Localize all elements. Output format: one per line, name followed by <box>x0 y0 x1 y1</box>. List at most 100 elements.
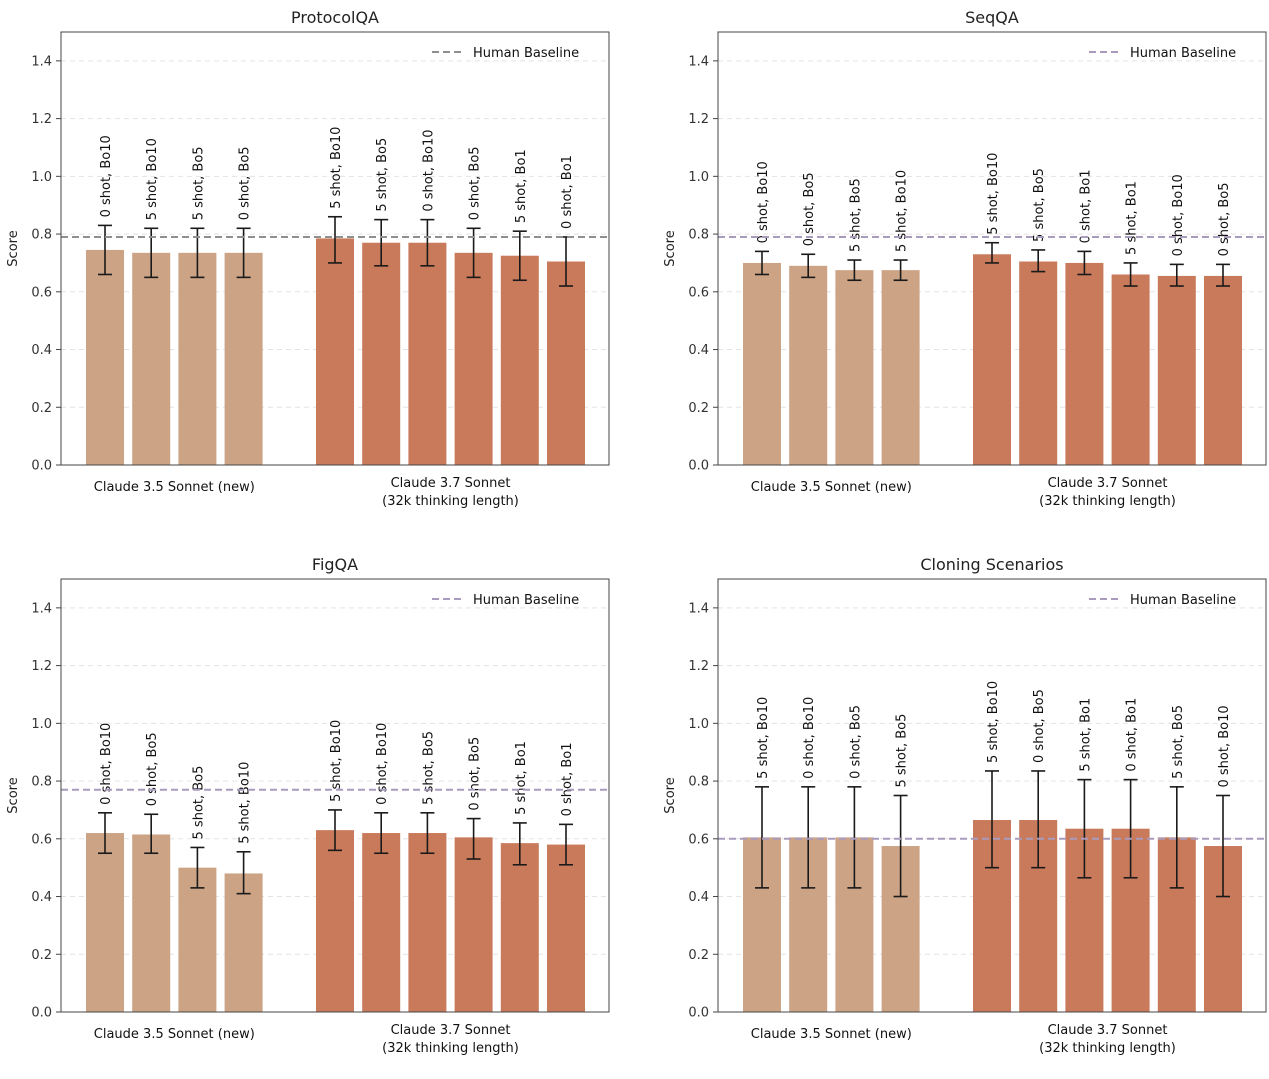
bar <box>316 238 354 465</box>
bar-label: 0 shot, Bo10 <box>99 135 114 217</box>
bar <box>132 252 171 465</box>
bar <box>1065 262 1104 465</box>
bar-label: 0 shot, Bo1 <box>560 155 575 229</box>
bar-label: 5 shot, Bo5 <box>421 731 436 805</box>
y-tick-label: 1.2 <box>688 659 709 674</box>
plot-frame <box>60 578 610 1013</box>
chart-panel-figqa: FigQA 0.0 0.2 0.4 0.6 0.8 1.0 1.2 1.4 Score 0 shot… <box>0 547 634 1079</box>
bar <box>362 242 401 465</box>
y-tick-label: 0.6 <box>688 832 709 847</box>
y-tick-label: 0.4 <box>688 343 709 358</box>
y-tick-label: 0.4 <box>31 343 52 358</box>
y-tick-label: 0.8 <box>688 228 709 243</box>
legend-label: Human Baseline <box>1130 593 1236 608</box>
y-tick-label: 1.4 <box>31 601 52 616</box>
bar <box>178 252 217 465</box>
bar-label: 5 shot, Bo10 <box>986 153 1001 235</box>
y-tick-label: 0.8 <box>688 775 709 790</box>
chart-title: SeqQA <box>965 8 1019 27</box>
bar <box>408 833 447 1012</box>
bar-label: 0 shot, Bo10 <box>1171 174 1186 256</box>
bar-label: 5 shot, Bo1 <box>1078 698 1093 772</box>
group-label: Claude 3.5 Sonnet (new) <box>751 1027 912 1042</box>
group-label-line2: (32k thinking length) <box>1039 494 1176 509</box>
y-tick-label: 0.6 <box>688 285 709 300</box>
bar-label: 5 shot, Bo10 <box>145 138 160 220</box>
bar-label: 0 shot, Bo10 <box>802 697 817 779</box>
bar <box>500 255 539 465</box>
bar-label: 0 shot, Bo5 <box>1217 183 1232 257</box>
y-tick-label: 1.0 <box>688 170 709 185</box>
legend-label: Human Baseline <box>473 46 579 61</box>
bar-label: 5 shot, Bo10 <box>329 127 344 209</box>
bar <box>881 270 920 465</box>
y-tick-label: 1.0 <box>31 717 52 732</box>
bar-label: 0 shot, Bo1 <box>1125 698 1140 772</box>
y-tick-label: 1.4 <box>688 601 709 616</box>
y-tick-label: 1.4 <box>688 54 709 69</box>
bar-label: 0 shot, Bo5 <box>145 732 160 806</box>
y-tick-label: 1.0 <box>31 170 52 185</box>
chart-title: FigQA <box>312 555 358 574</box>
bar <box>86 833 124 1012</box>
y-tick-label: 0.4 <box>31 890 52 905</box>
chart-title: ProtocolQA <box>291 8 379 27</box>
y-tick-label: 1.0 <box>688 717 709 732</box>
y-axis-label: Score <box>6 230 21 266</box>
y-tick-label: 0.0 <box>31 459 52 474</box>
bar-label: 5 shot, Bo5 <box>1032 168 1047 242</box>
group-label: Claude 3.5 Sonnet (new) <box>94 1027 255 1042</box>
chart-panel-seqqa: SeqQA 0.0 0.2 0.4 0.6 0.8 1.0 1.2 1.4 Score 0 shot… <box>657 0 1269 532</box>
bar <box>973 254 1011 465</box>
group-label: Claude 3.7 Sonnet <box>1048 1023 1168 1038</box>
bar-label: 0 shot, Bo1 <box>1078 170 1093 244</box>
bar-label: 5 shot, Bo5 <box>191 146 206 220</box>
bar <box>743 262 781 465</box>
bar <box>454 252 493 465</box>
y-tick-label: 0.6 <box>31 832 52 847</box>
y-tick-label: 1.4 <box>31 54 52 69</box>
y-tick-label: 0.2 <box>31 948 52 963</box>
bar-label: 0 shot, Bo5 <box>468 737 483 811</box>
bar-label: 0 shot, Bo10 <box>421 129 436 211</box>
y-tick-label: 0.0 <box>688 459 709 474</box>
bar-label: 5 shot, Bo1 <box>1125 181 1140 255</box>
bar <box>224 873 263 1012</box>
bar <box>362 833 401 1012</box>
y-axis-label: Score <box>663 777 678 813</box>
bar <box>1204 275 1242 465</box>
legend-label: Human Baseline <box>1130 46 1236 61</box>
chart-title: Cloning Scenarios <box>920 555 1063 574</box>
chart-svg: Cloning Scenarios 0.0 0.2 0.4 0.6 0.8 1.0 1.2 1.… <box>663 555 1267 1056</box>
y-tick-label: 0.0 <box>688 1006 709 1021</box>
group-label: Claude 3.5 Sonnet (new) <box>751 480 912 495</box>
plot-frame <box>60 31 610 466</box>
chart-svg: FigQA 0.0 0.2 0.4 0.6 0.8 1.0 1.2 1.4 Score 0 shot… <box>6 555 610 1056</box>
chart-panel-cloning-scenarios: Cloning Scenarios 0.0 0.2 0.4 0.6 0.8 1.0 1.2 1.… <box>657 547 1269 1079</box>
chart-svg: SeqQA 0.0 0.2 0.4 0.6 0.8 1.0 1.2 1.4 Score 0 shot… <box>663 8 1267 509</box>
bar-label: 5 shot, Bo10 <box>895 170 910 252</box>
bar-label: 5 shot, Bo10 <box>329 720 344 802</box>
bar-label: 0 shot, Bo5 <box>1032 689 1047 763</box>
y-tick-label: 0.6 <box>31 285 52 300</box>
bar-label: 5 shot, Bo10 <box>756 697 771 779</box>
bar <box>132 834 171 1012</box>
bar <box>454 837 493 1012</box>
bar <box>86 249 124 465</box>
y-axis-label: Score <box>663 230 678 266</box>
y-tick-label: 0.4 <box>688 890 709 905</box>
y-tick-label: 1.2 <box>688 112 709 127</box>
bar-label: 0 shot, Bo1 <box>560 742 575 816</box>
bar <box>408 242 447 465</box>
bar-label: 0 shot, Bo10 <box>99 723 114 805</box>
y-tick-label: 0.2 <box>31 401 52 416</box>
plot-frame <box>717 31 1267 466</box>
bar <box>1019 261 1058 465</box>
y-axis-label: Score <box>6 777 21 813</box>
bar-label: 5 shot, Bo5 <box>191 766 206 840</box>
bar-label: 5 shot, Bo5 <box>848 178 863 252</box>
group-label: Claude 3.5 Sonnet (new) <box>94 480 255 495</box>
bar-label: 5 shot, Bo10 <box>238 762 253 844</box>
y-tick-label: 0.8 <box>31 228 52 243</box>
bar <box>547 261 585 465</box>
